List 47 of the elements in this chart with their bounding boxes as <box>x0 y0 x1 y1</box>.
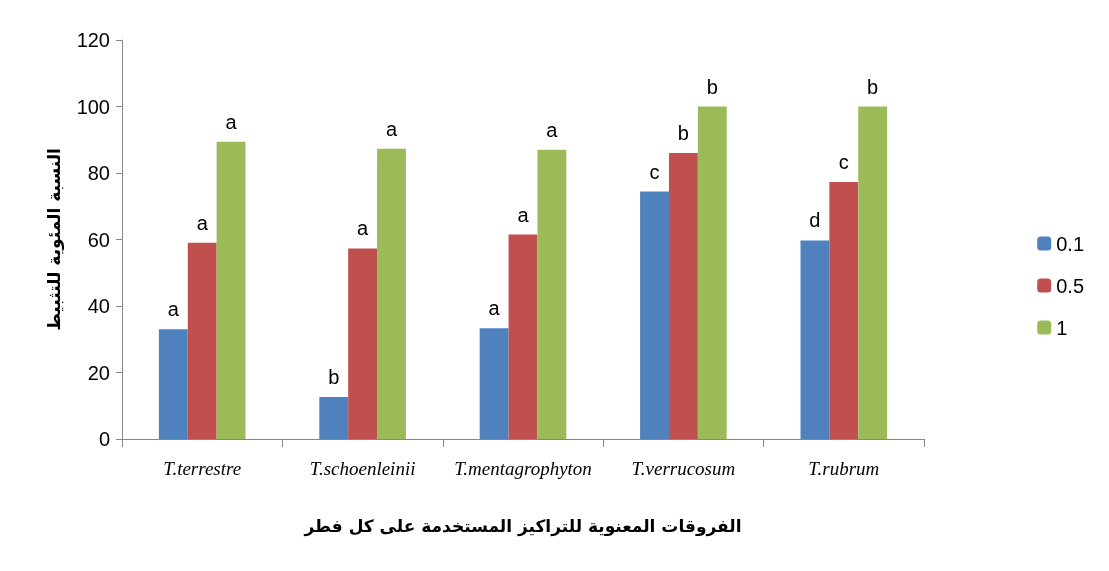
bar <box>319 397 349 439</box>
x-tick-label: T.rubrum <box>808 458 880 479</box>
bar <box>377 148 406 439</box>
bar <box>537 149 567 439</box>
data-label: a <box>357 217 370 240</box>
legend-label: 0.5 <box>1056 274 1085 297</box>
y-tick-label: 40 <box>87 295 110 317</box>
bar <box>800 240 830 439</box>
x-tick-label: T.mentagrophyton <box>454 458 592 479</box>
bar <box>858 106 888 439</box>
x-tick-label: T.terrestre <box>163 458 242 479</box>
data-label: a <box>546 118 559 141</box>
data-label: a <box>225 110 238 133</box>
bar <box>640 191 669 439</box>
bar <box>216 141 246 439</box>
data-label: a <box>488 297 501 320</box>
data-label: a <box>196 211 209 234</box>
bar <box>508 234 538 439</box>
y-tick-label: 120 <box>76 29 110 51</box>
y-tick-label: 60 <box>87 228 110 251</box>
x-tick-label: T.verrucosum <box>631 458 736 479</box>
y-tick-label: 0 <box>98 428 110 450</box>
bar <box>158 329 188 439</box>
legend-label: 1 <box>1056 316 1068 339</box>
data-label: b <box>328 366 340 389</box>
x-axis-title: الفروقات المعنوية للتراكيز المستخدمة على كل فطر <box>303 515 742 537</box>
x-tick-label: T.schoenleinii <box>309 458 416 479</box>
data-label: a <box>517 203 530 226</box>
y-tick-label: 20 <box>87 361 110 384</box>
data-label: b <box>706 75 718 98</box>
y-axis-title: النسبة المئوية للتثبيط <box>43 148 65 331</box>
y-tick-label: 100 <box>76 95 110 118</box>
data-label: a <box>385 117 398 140</box>
bar <box>479 328 509 439</box>
bar <box>187 242 217 439</box>
bar <box>829 181 859 439</box>
data-label: d <box>809 209 821 232</box>
data-label: b <box>867 75 879 98</box>
data-label: c <box>649 160 660 183</box>
y-tick-label: 80 <box>87 162 110 184</box>
data-label: b <box>677 122 689 145</box>
bar <box>697 106 727 439</box>
data-label: c <box>838 150 849 173</box>
legend-label: 0.1 <box>1056 232 1085 255</box>
data-label: a <box>167 298 180 321</box>
bar <box>668 153 698 439</box>
bar <box>348 248 378 439</box>
